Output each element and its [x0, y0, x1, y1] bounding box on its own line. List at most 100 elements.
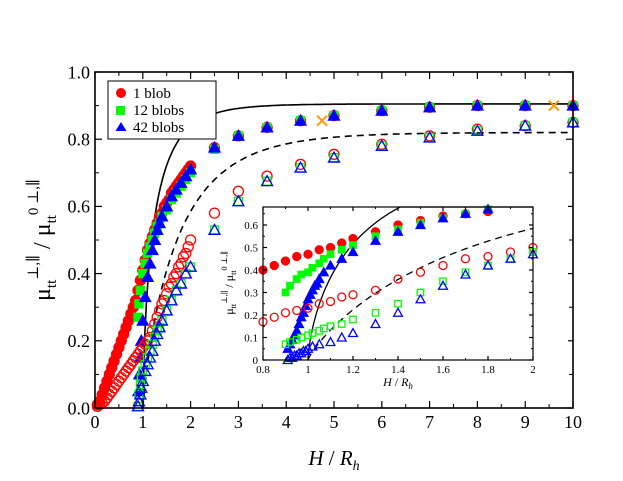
inset-point-12-blobs-perpendicular — [281, 340, 290, 349]
main-point-42-blobs-perpendicular — [145, 344, 159, 356]
inset-point-12-blobs-perpendicular — [304, 331, 312, 340]
main-point-42-blobs-parallel — [136, 313, 150, 326]
main-point-42-blobs-parallel — [152, 216, 167, 229]
inset-point-12-blobs-parallel — [315, 259, 324, 268]
inset-x-tick-label: 1.2 — [346, 364, 360, 376]
inset-point-42-blobs-perpendicular — [347, 327, 359, 338]
main-point-42-blobs-parallel — [164, 189, 179, 202]
inset-point-1-blob-perpendicular — [415, 267, 426, 277]
main-point-42-blobs-perpendicular — [150, 327, 164, 340]
main-point-42-blobs-perpendicular — [174, 276, 188, 289]
main-x-tick-label: 0 — [91, 412, 100, 432]
main-y-tick-label: 0.8 — [68, 130, 91, 150]
main-point-42-blobs-parallel — [518, 98, 532, 111]
main-point-1-blob-perpendicular — [208, 207, 221, 219]
main-point-42-blobs-parallel — [143, 256, 157, 269]
inset-point-12-blobs-parallel — [281, 288, 290, 297]
main-x-tick-label: 6 — [377, 412, 386, 432]
x-label-sep: / — [324, 446, 340, 470]
main-point-42-blobs-parallel — [422, 100, 437, 113]
main-point-1-blob-perpendicular — [184, 234, 197, 246]
inset-y-label-sub: tt — [229, 303, 238, 308]
inset-y-tick-label: 0.6 — [244, 220, 258, 232]
inset-point-42-blobs-perpendicular — [482, 259, 494, 270]
main-y-tick-label: 0.4 — [68, 264, 91, 284]
inset-point-12-blobs-parallel — [304, 268, 312, 277]
inset-point-1-blob-perpendicular — [280, 308, 291, 318]
main-point-42-blobs-perpendicular — [143, 350, 157, 363]
main-point-1-blob-perpendicular — [153, 304, 166, 317]
inset-x-tick-label: 2 — [530, 364, 536, 376]
main-point-42-blobs-parallel — [160, 199, 174, 212]
inset-x-axis-label: H / Rh — [382, 375, 413, 391]
inset-point-12-blobs-parallel — [297, 270, 306, 279]
main-x-tick-label: 9 — [521, 412, 530, 432]
main-point-special-points — [548, 99, 560, 112]
main-y-tick-label: 0.0 — [68, 398, 91, 418]
legend-box — [107, 80, 217, 140]
main-curve-perpendicular — [142, 131, 573, 409]
inset-point-1-blob-perpendicular — [460, 254, 471, 264]
inset-y-label-sup0: 0 ⊥,∥ — [220, 251, 229, 270]
main-point-42-blobs-parallel — [375, 103, 389, 116]
inset-point-42-blobs-parallel — [347, 246, 359, 257]
inset-y-tick-label: 0.1 — [244, 332, 258, 344]
main-point-42-blobs-perpendicular — [293, 160, 308, 173]
inset-point-1-blob-perpendicular — [438, 260, 448, 271]
inset-x-tick-label: 1.6 — [436, 364, 450, 376]
main-point-42-blobs-perpendicular — [140, 357, 155, 370]
inset-point-12-blobs-perpendicular — [371, 308, 380, 317]
main-point-42-blobs-perpendicular — [422, 130, 437, 143]
main-point-42-blobs-perpendicular — [138, 364, 152, 377]
main-point-42-blobs-perpendicular — [148, 333, 162, 346]
inset-x-label-sub-base: R — [400, 375, 409, 389]
y-label-sub: tt — [44, 279, 60, 288]
inset-point-42-blobs-parallel — [318, 266, 330, 277]
main-point-42-blobs-parallel — [207, 140, 222, 153]
main-axis-ticks: 0 1 2 3 4 5 6 7 8 9 100.00.20.40.60.81.0 — [68, 62, 583, 432]
inset-point-42-blobs-parallel — [324, 259, 337, 270]
inset-point-12-blobs-parallel — [319, 254, 328, 263]
main-point-42-blobs-perpendicular — [169, 283, 183, 296]
inset-point-12-blobs-parallel — [337, 245, 346, 254]
inset-point-12-blobs-perpendicular — [326, 322, 335, 331]
main-x-tick-label: 3 — [234, 412, 243, 432]
main-point-1-blob-perpendicular — [180, 247, 192, 260]
legend-label-1-blob: 1 blob — [133, 86, 171, 102]
y-label-sub-2: tt — [44, 214, 60, 223]
main-point-42-blobs-perpendicular — [155, 313, 169, 326]
inset-point-1-blob-parallel — [303, 249, 313, 259]
main-x-tick-label: 2 — [186, 412, 195, 432]
inset-plot-panel: 0.8 1 1.2 1.4 1.6 1.8 2 0 0.1 0.2 0.3 0.4 0.5 0.6 H /… — [220, 203, 568, 401]
legend-marker-42-blobs — [115, 122, 127, 131]
inset-y-label-sup: ⊥,∥ — [220, 291, 229, 304]
inset-point-12-blobs-perpendicular — [315, 326, 324, 335]
inset-x-tick-label: 0.8 — [256, 364, 270, 376]
main-point-42-blobs-perpendicular — [136, 374, 150, 387]
legend-label-12-blobs: 12 blobs — [133, 103, 184, 119]
main-point-42-blobs-parallel — [145, 243, 159, 256]
inset-y-axis-label: μtt⊥,∥ / μtt0 ⊥,∥ — [220, 251, 238, 315]
y-label-sup0: 0 ⊥,∥ — [25, 179, 42, 215]
inset-point-42-blobs-parallel — [293, 318, 305, 329]
main-point-42-blobs-parallel — [327, 108, 341, 121]
main-point-1-blob-perpendicular — [182, 241, 194, 253]
main-point-42-blobs-parallel — [470, 98, 485, 111]
main-point-42-blobs-perpendicular — [164, 293, 179, 306]
inset-point-1-blob-perpendicular — [393, 274, 403, 284]
main-point-1-blob-perpendicular — [294, 158, 307, 171]
inset-y-tick-label: 0.3 — [244, 287, 258, 299]
inset-point-42-blobs-perpendicular — [504, 253, 517, 263]
y-label-mu-2: μ — [30, 223, 56, 236]
inset-point-42-blobs-perpendicular — [336, 331, 348, 342]
main-x-tick-label: 10 — [564, 412, 582, 432]
inset-point-42-blobs-parallel — [369, 235, 382, 245]
inset-point-42-blobs-parallel — [414, 219, 427, 230]
inset-point-42-blobs-perpendicular — [414, 293, 427, 304]
inset-background — [255, 205, 568, 401]
legend-label-42-blobs: 42 blobs — [133, 120, 184, 136]
inset-x-tick-label: 1.4 — [391, 364, 405, 376]
main-y-axis-label: μtt⊥,∥ / μtt0 ⊥,∥ — [25, 179, 60, 301]
inset-y-tick-label: 0.2 — [244, 310, 258, 322]
